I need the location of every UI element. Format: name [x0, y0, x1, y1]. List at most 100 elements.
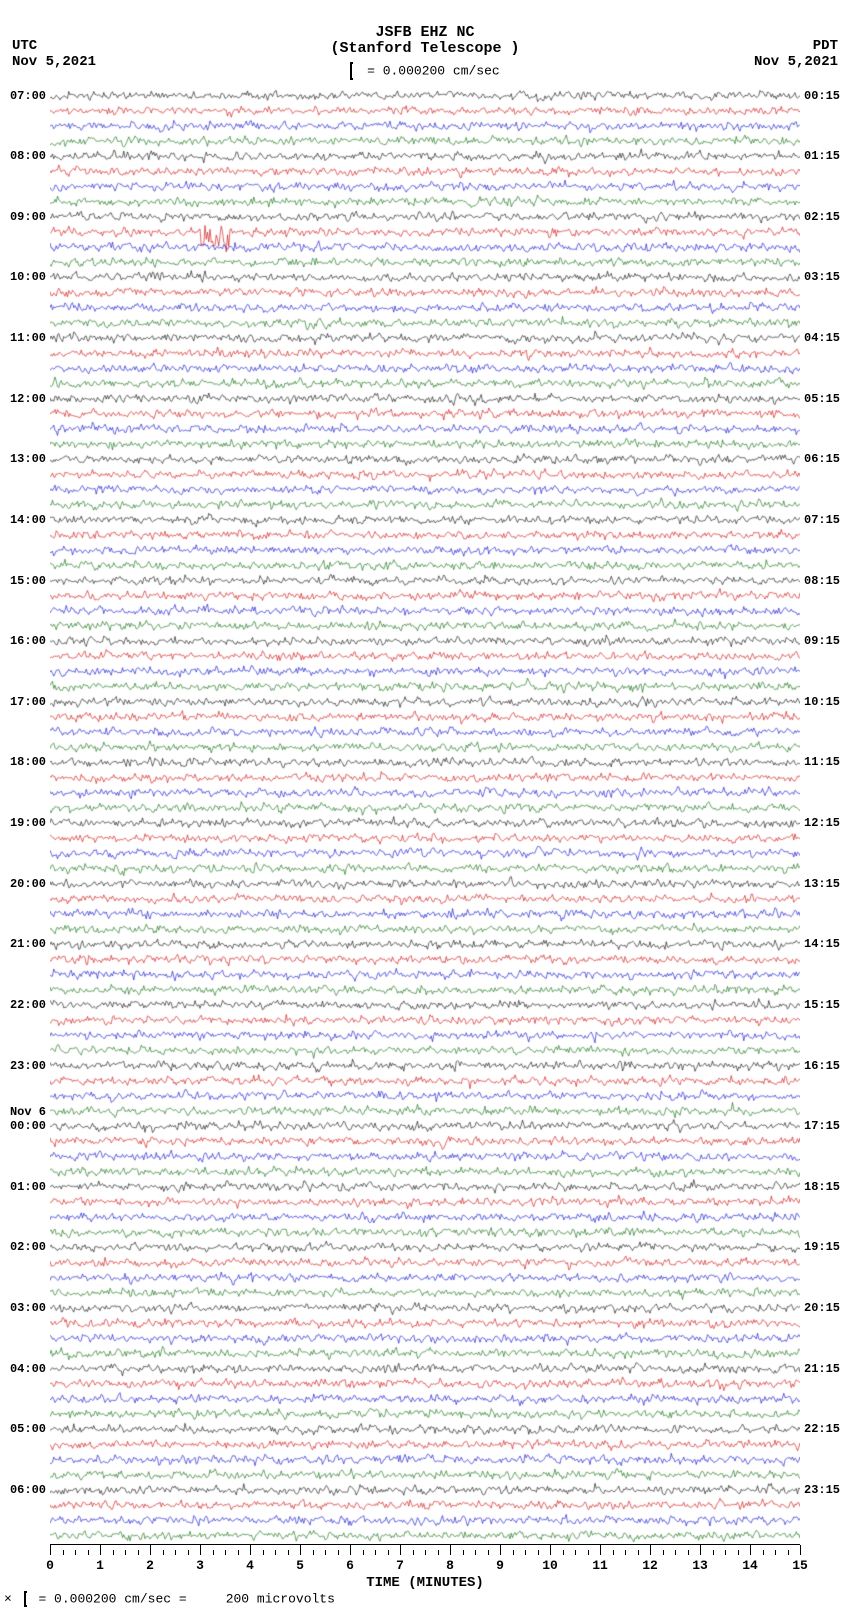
x-axis: 0123456789101112131415 — [50, 1543, 800, 1573]
pdt-hour-label: 23:15 — [804, 1483, 840, 1497]
x-tick-label: 1 — [96, 1558, 104, 1573]
x-tick-minor — [325, 1550, 326, 1555]
utc-hour-label: 11:00 — [10, 331, 46, 345]
pdt-hour-label: 00:15 — [804, 89, 840, 103]
pdt-hour-label: 12:15 — [804, 816, 840, 830]
x-tick-major — [250, 1545, 251, 1555]
pdt-hour-label: 07:15 — [804, 513, 840, 527]
x-tick-minor — [275, 1550, 276, 1555]
x-tick-label: 2 — [146, 1558, 154, 1573]
utc-hour-label: 03:00 — [10, 1301, 46, 1315]
pdt-hour-label: 13:15 — [804, 877, 840, 891]
pdt-hour-label: 09:15 — [804, 634, 840, 648]
x-tick-minor — [563, 1550, 564, 1555]
x-tick-major — [50, 1545, 51, 1555]
utc-hour-label: 10:00 — [10, 270, 46, 284]
x-tick-minor — [113, 1550, 114, 1555]
x-tick-minor — [788, 1550, 789, 1555]
x-tick-minor — [725, 1550, 726, 1555]
x-tick-minor — [413, 1550, 414, 1555]
x-tick-minor — [513, 1550, 514, 1555]
pdt-hour-label: 10:15 — [804, 695, 840, 709]
pdt-hour-label: 08:15 — [804, 574, 840, 588]
x-tick-minor — [213, 1550, 214, 1555]
x-tick-minor — [475, 1550, 476, 1555]
x-tick-minor — [225, 1550, 226, 1555]
x-tick-major — [500, 1545, 501, 1555]
x-tick-minor — [175, 1550, 176, 1555]
x-tick-minor — [138, 1550, 139, 1555]
x-tick-label: 13 — [692, 1558, 708, 1573]
utc-hour-label: 20:00 — [10, 877, 46, 891]
x-tick-minor — [425, 1550, 426, 1555]
x-axis-baseline — [50, 1544, 800, 1545]
pdt-hour-label: 19:15 — [804, 1240, 840, 1254]
x-tick-major — [550, 1545, 551, 1555]
x-tick-major — [350, 1545, 351, 1555]
utc-hour-label: 12:00 — [10, 392, 46, 406]
utc-hour-label: 22:00 — [10, 998, 46, 1012]
x-tick-major — [700, 1545, 701, 1555]
x-tick-minor — [738, 1550, 739, 1555]
pdt-hour-label: 17:15 — [804, 1119, 840, 1133]
x-tick-minor — [313, 1550, 314, 1555]
footer-scale: × = 0.000200 cm/sec = 200 microvolts — [4, 1591, 335, 1607]
scale-indicator-top: = 0.000200 cm/sec — [0, 62, 850, 80]
utc-hour-label: 18:00 — [10, 755, 46, 769]
pdt-hour-label: 16:15 — [804, 1059, 840, 1073]
left-date: Nov 5,2021 — [12, 54, 96, 70]
left-timezone: UTC — [12, 38, 37, 54]
pdt-hour-label: 15:15 — [804, 998, 840, 1012]
x-tick-minor — [675, 1550, 676, 1555]
utc-hour-label: 17:00 — [10, 695, 46, 709]
pdt-hour-label: 04:15 — [804, 331, 840, 345]
right-date: Nov 5,2021 — [754, 54, 838, 70]
x-tick-label: 15 — [792, 1558, 808, 1573]
x-tick-label: 14 — [742, 1558, 758, 1573]
station-name: (Stanford Telescope ) — [0, 40, 850, 57]
x-tick-label: 9 — [496, 1558, 504, 1573]
x-tick-minor — [88, 1550, 89, 1555]
x-tick-label: 3 — [196, 1558, 204, 1573]
x-tick-label: 12 — [642, 1558, 658, 1573]
x-tick-label: 11 — [592, 1558, 608, 1573]
x-tick-major — [600, 1545, 601, 1555]
utc-hour-label: 19:00 — [10, 816, 46, 830]
x-tick-minor — [75, 1550, 76, 1555]
x-tick-minor — [763, 1550, 764, 1555]
x-tick-major — [300, 1545, 301, 1555]
utc-hour-label: 21:00 — [10, 937, 46, 951]
x-tick-label: 0 — [46, 1558, 54, 1573]
x-tick-minor — [713, 1550, 714, 1555]
pdt-hour-label: 02:15 — [804, 210, 840, 224]
x-tick-label: 5 — [296, 1558, 304, 1573]
pdt-hour-label: 18:15 — [804, 1180, 840, 1194]
x-tick-minor — [375, 1550, 376, 1555]
pdt-hour-label: 06:15 — [804, 452, 840, 466]
date-rollover-label: Nov 6 — [10, 1105, 46, 1119]
x-tick-minor — [388, 1550, 389, 1555]
x-tick-label: 10 — [542, 1558, 558, 1573]
station-code: JSFB EHZ NC — [0, 24, 850, 41]
x-tick-minor — [263, 1550, 264, 1555]
x-tick-minor — [625, 1550, 626, 1555]
utc-hour-label: 05:00 — [10, 1422, 46, 1436]
x-tick-minor — [638, 1550, 639, 1555]
footer-suffix: 200 microvolts — [226, 1591, 335, 1606]
utc-hour-label: 07:00 — [10, 89, 46, 103]
x-tick-major — [800, 1545, 801, 1555]
x-tick-label: 7 — [396, 1558, 404, 1573]
pdt-hour-label: 11:15 — [804, 755, 840, 769]
pdt-hour-label: 21:15 — [804, 1362, 840, 1376]
utc-hour-label: 00:00 — [10, 1119, 46, 1133]
footer-prefix: = 0.000200 cm/sec = — [38, 1591, 186, 1606]
x-tick-minor — [163, 1550, 164, 1555]
right-timezone: PDT — [813, 38, 838, 54]
trace-canvas — [50, 88, 800, 1543]
x-tick-major — [750, 1545, 751, 1555]
x-tick-major — [150, 1545, 151, 1555]
utc-hour-label: 02:00 — [10, 1240, 46, 1254]
utc-hour-label: 15:00 — [10, 574, 46, 588]
scale-text: = 0.000200 cm/sec — [367, 63, 500, 78]
x-tick-minor — [125, 1550, 126, 1555]
